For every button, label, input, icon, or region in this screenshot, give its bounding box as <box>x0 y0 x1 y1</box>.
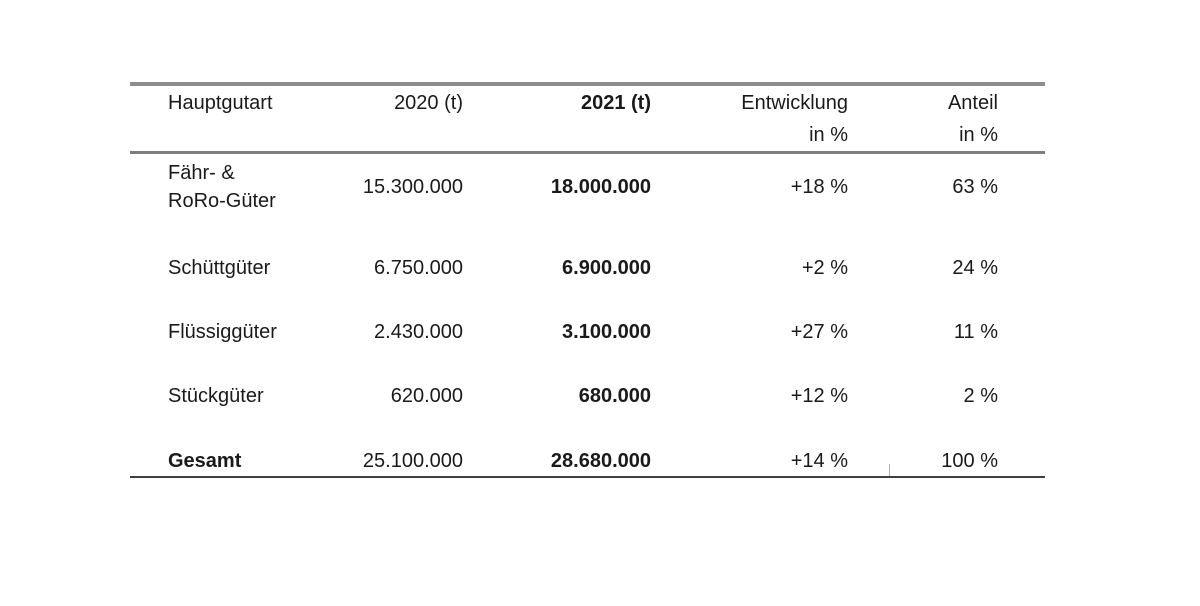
col-header-entwicklung: Entwicklung in % <box>651 92 848 146</box>
table-row-fluessiggueter: Flüssiggüter 2.430.000 3.100.000 +27 % 1… <box>130 319 998 345</box>
col-header-sub: in % <box>959 124 998 146</box>
cell-hauptgutart: Stückgüter <box>130 382 280 410</box>
cell-entwicklung-value: +14 % <box>790 450 848 472</box>
table-row-faehr-roro: Fähr- & RoRo-Güter 15.300.000 18.000.000… <box>130 160 998 214</box>
cargo-statistics-table: Hauptgutart 2020 (t) 2021 (t) Entwicklun… <box>130 82 1045 482</box>
col-header-hauptgutart: Hauptgutart <box>130 92 280 146</box>
col-header-2020: 2020 (t) <box>280 92 463 146</box>
table-header-rule <box>130 151 1045 154</box>
row-label-line: Fähr- & <box>168 162 235 184</box>
col-header-label: Anteil <box>947 92 998 114</box>
col-header-label: 2020 (t) <box>394 92 463 114</box>
row-label-line: Gesamt <box>168 450 242 472</box>
cell-entwicklung-value: +12 % <box>790 385 848 407</box>
cell-2020-value: 2.430.000 <box>374 321 463 343</box>
col-header-label: 2021 (t) <box>580 92 651 114</box>
col-header-label: Hauptgutart <box>168 92 273 114</box>
cell-hauptgutart: Schüttgüter <box>130 254 280 282</box>
cell-entwicklung-value: +18 % <box>790 176 848 198</box>
row-label-line: Schüttgüter <box>168 257 271 279</box>
cell-hauptgutart: Flüssiggüter <box>130 318 280 346</box>
cell-2021-value: 680.000 <box>578 385 651 407</box>
table-bottom-rule <box>130 476 1045 478</box>
table-top-rule <box>130 82 1045 86</box>
column-separator-tick <box>889 464 890 476</box>
col-header-sub: in % <box>809 124 848 146</box>
cell-2020-value: 620.000 <box>390 385 463 407</box>
cell-hauptgutart-total: Gesamt <box>130 447 280 475</box>
table-row-stueckgueter: Stückgüter 620.000 680.000 +12 % 2 % <box>130 383 998 409</box>
row-label-line: RoRo-Güter <box>168 190 276 212</box>
row-label-line: Stückgüter <box>168 385 264 407</box>
table-row-gesamt: Gesamt 25.100.000 28.680.000 +14 % 100 % <box>130 448 998 474</box>
cell-2020-value: 25.100.000 <box>362 450 463 472</box>
col-header-anteil: Anteil in % <box>848 92 998 146</box>
cell-hauptgutart: Fähr- & RoRo-Güter <box>130 159 280 215</box>
cell-anteil-value: 100 % <box>941 450 998 472</box>
row-label-line: Flüssiggüter <box>168 321 277 343</box>
table-header-row: Hauptgutart 2020 (t) 2021 (t) Entwicklun… <box>130 92 998 146</box>
cell-2021-value: 28.680.000 <box>550 450 651 472</box>
cell-entwicklung-value: +27 % <box>790 321 848 343</box>
cell-2020-value: 15.300.000 <box>362 176 463 198</box>
cell-anteil-value: 11 % <box>953 321 998 343</box>
cell-entwicklung-value: +2 % <box>801 257 848 279</box>
cell-2020-value: 6.750.000 <box>374 257 463 279</box>
cell-2021-value: 6.900.000 <box>562 257 651 279</box>
col-header-label: Entwicklung <box>741 92 848 114</box>
cell-2021-value: 18.000.000 <box>550 176 651 198</box>
cell-anteil-value: 63 % <box>952 176 998 198</box>
cell-2021-value: 3.100.000 <box>562 321 651 343</box>
cell-anteil-value: 24 % <box>952 257 998 279</box>
table-row-schuettgueter: Schüttgüter 6.750.000 6.900.000 +2 % 24 … <box>130 255 998 281</box>
col-header-2021: 2021 (t) <box>463 92 651 146</box>
cell-anteil-value: 2 % <box>963 385 998 407</box>
